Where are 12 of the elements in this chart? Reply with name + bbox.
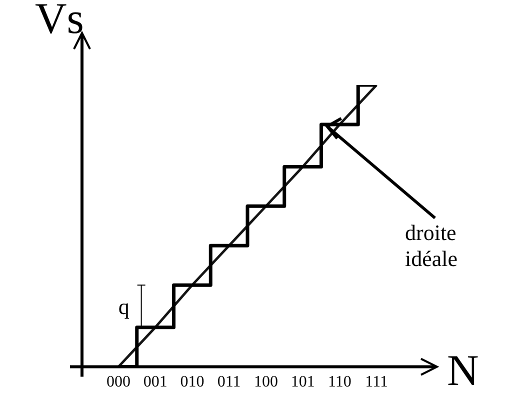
x-tick-label: 001 xyxy=(143,374,168,391)
text: droite idéale xyxy=(405,220,458,271)
x-tick-label: 110 xyxy=(328,374,352,391)
y-axis-title: Vs xyxy=(35,0,84,43)
x-tick-label: 010 xyxy=(180,374,204,391)
x-tick-label: 101 xyxy=(290,374,315,391)
x-tick-label: 000 xyxy=(106,374,130,391)
annotation: q xyxy=(118,294,130,320)
x-tick-label: 100 xyxy=(254,374,278,391)
x-axis-title: N xyxy=(447,346,479,395)
x-tick-label: 011 xyxy=(217,374,241,391)
x-tick-label: 111 xyxy=(365,374,388,391)
